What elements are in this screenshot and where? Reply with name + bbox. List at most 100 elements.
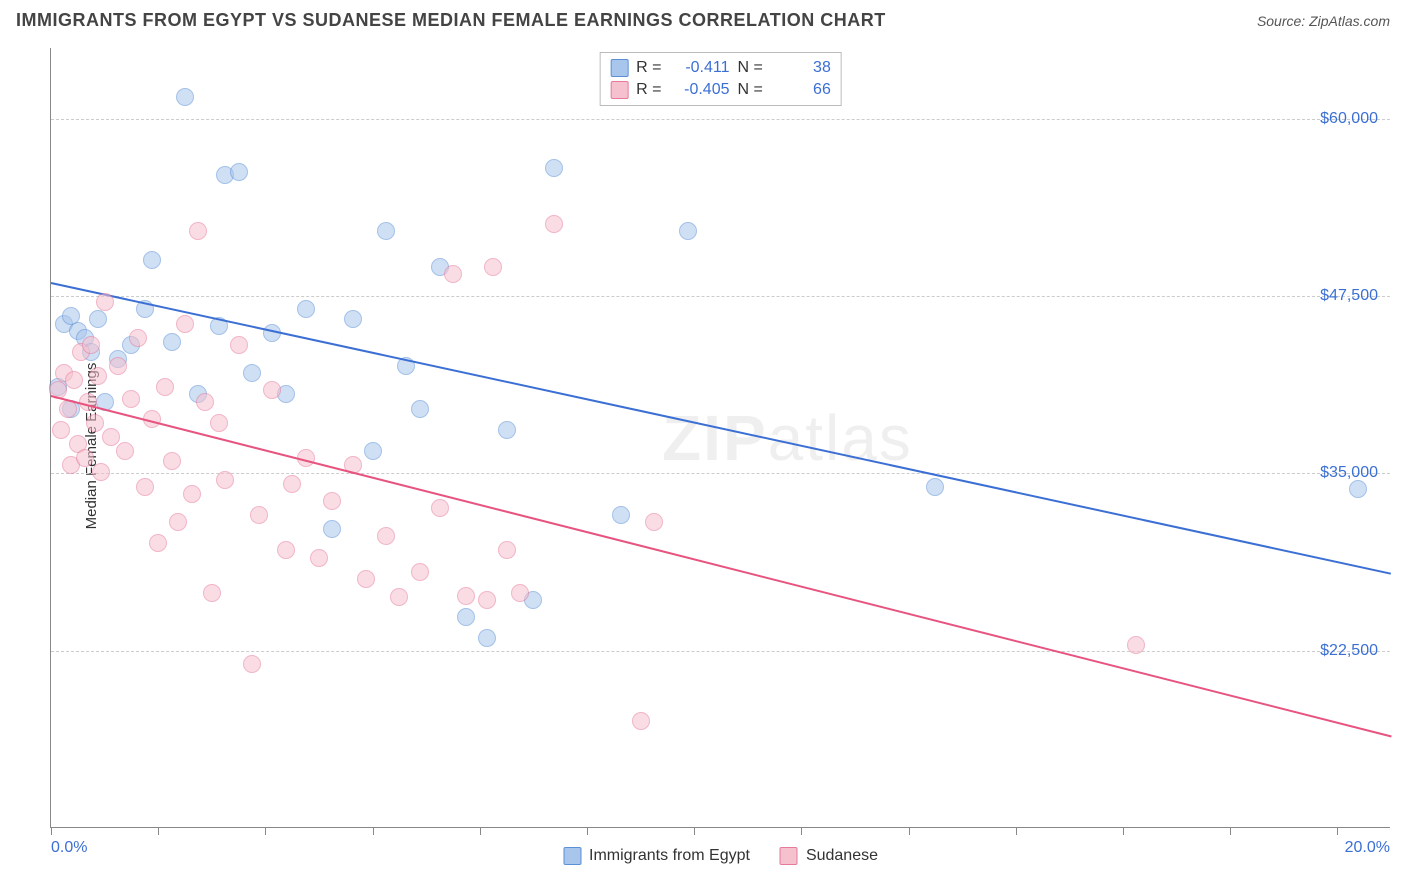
data-point xyxy=(277,541,295,559)
data-point xyxy=(243,364,261,382)
data-point xyxy=(210,414,228,432)
data-point xyxy=(216,471,234,489)
y-tick-label: $35,000 xyxy=(1320,464,1378,482)
data-point xyxy=(632,712,650,730)
legend-item: Immigrants from Egypt xyxy=(563,847,750,865)
data-point xyxy=(545,159,563,177)
data-point xyxy=(323,492,341,510)
data-point xyxy=(76,449,94,467)
swatch-icon xyxy=(563,847,581,865)
data-point xyxy=(149,534,167,552)
data-point xyxy=(230,163,248,181)
data-point xyxy=(498,421,516,439)
data-point xyxy=(263,381,281,399)
data-point xyxy=(52,421,70,439)
trend-line xyxy=(51,282,1391,575)
data-point xyxy=(457,608,475,626)
data-point xyxy=(89,367,107,385)
x-tick xyxy=(1230,827,1231,835)
chart-header: IMMIGRANTS FROM EGYPT VS SUDANESE MEDIAN… xyxy=(16,10,1390,31)
data-point xyxy=(444,265,462,283)
data-point xyxy=(283,475,301,493)
swatch-icon xyxy=(610,59,628,77)
data-point xyxy=(189,222,207,240)
x-tick xyxy=(1337,827,1338,835)
data-point xyxy=(109,357,127,375)
data-point xyxy=(411,400,429,418)
chart-title: IMMIGRANTS FROM EGYPT VS SUDANESE MEDIAN… xyxy=(16,10,886,31)
data-point xyxy=(645,513,663,531)
legend-stats-row: R = -0.411 N = 38 xyxy=(610,57,831,79)
data-point xyxy=(116,442,134,460)
data-point xyxy=(612,506,630,524)
x-tick xyxy=(158,827,159,835)
plot-area: ZIPatlas R = -0.411 N = 38 R = -0.405 N … xyxy=(50,48,1390,828)
gridline xyxy=(51,473,1390,474)
data-point xyxy=(243,655,261,673)
data-point xyxy=(86,414,104,432)
legend-stats-row: R = -0.405 N = 66 xyxy=(610,79,831,101)
data-point xyxy=(143,251,161,269)
data-point xyxy=(478,591,496,609)
data-point xyxy=(156,378,174,396)
data-point xyxy=(176,315,194,333)
data-point xyxy=(122,390,140,408)
data-point xyxy=(484,258,502,276)
swatch-icon xyxy=(780,847,798,865)
data-point xyxy=(344,310,362,328)
x-tick xyxy=(587,827,588,835)
data-point xyxy=(102,428,120,446)
data-point xyxy=(926,478,944,496)
data-point xyxy=(82,336,100,354)
x-tick xyxy=(1016,827,1017,835)
data-point xyxy=(163,452,181,470)
gridline xyxy=(51,651,1390,652)
watermark: ZIPatlas xyxy=(662,401,913,475)
gridline xyxy=(51,119,1390,120)
chart-source: Source: ZipAtlas.com xyxy=(1257,13,1390,29)
y-tick-label: $22,500 xyxy=(1320,642,1378,660)
data-point xyxy=(377,222,395,240)
data-point xyxy=(1127,636,1145,654)
data-point xyxy=(545,215,563,233)
x-tick xyxy=(909,827,910,835)
x-tick xyxy=(373,827,374,835)
data-point xyxy=(183,485,201,503)
data-point xyxy=(431,499,449,517)
data-point xyxy=(89,310,107,328)
data-point xyxy=(364,442,382,460)
x-tick xyxy=(694,827,695,835)
data-point xyxy=(65,371,83,389)
y-tick-label: $60,000 xyxy=(1320,110,1378,128)
data-point xyxy=(411,563,429,581)
data-point xyxy=(323,520,341,538)
data-point xyxy=(169,513,187,531)
data-point xyxy=(203,584,221,602)
legend-stats: R = -0.411 N = 38 R = -0.405 N = 66 xyxy=(599,52,842,106)
data-point xyxy=(250,506,268,524)
data-point xyxy=(129,329,147,347)
data-point xyxy=(136,478,154,496)
data-point xyxy=(457,587,475,605)
data-point xyxy=(92,463,110,481)
legend-item: Sudanese xyxy=(780,847,878,865)
swatch-icon xyxy=(610,81,628,99)
x-tick xyxy=(1123,827,1124,835)
data-point xyxy=(1349,480,1367,498)
data-point xyxy=(679,222,697,240)
y-tick-label: $47,500 xyxy=(1320,287,1378,305)
legend-series: Immigrants from Egypt Sudanese xyxy=(563,847,878,865)
data-point xyxy=(163,333,181,351)
data-point xyxy=(377,527,395,545)
trend-line xyxy=(51,395,1391,737)
data-point xyxy=(390,588,408,606)
x-axis-end-label: 20.0% xyxy=(1345,839,1390,857)
data-point xyxy=(196,393,214,411)
data-point xyxy=(230,336,248,354)
data-point xyxy=(357,570,375,588)
data-point xyxy=(478,629,496,647)
data-point xyxy=(310,549,328,567)
x-tick xyxy=(51,827,52,835)
x-axis-start-label: 0.0% xyxy=(51,839,87,857)
data-point xyxy=(297,300,315,318)
